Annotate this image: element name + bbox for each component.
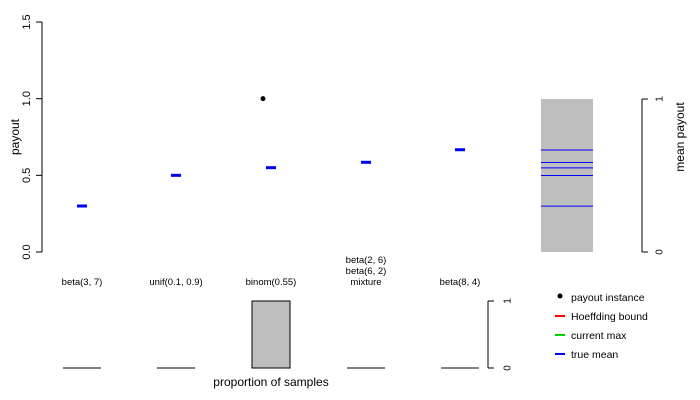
legend-symbol	[557, 293, 563, 299]
mean-axis-tick-label: 1	[655, 96, 666, 102]
y-tick-label: 0.5	[21, 168, 33, 183]
legend-label: Hoeffding bound	[571, 311, 648, 323]
y-axis-label: payout	[8, 118, 22, 155]
mean-payout-panel: 0 1 mean payout	[541, 96, 687, 255]
proportion-axis-tick-label: 1	[503, 298, 514, 304]
legend-label: true mean	[571, 349, 618, 361]
proportion-axis-tick-label: 0	[503, 365, 514, 371]
payout-instance-point	[260, 96, 266, 102]
category-label: beta(6, 2)	[346, 266, 387, 277]
mean-axis-label: mean payout	[673, 102, 687, 172]
proportion-bar	[251, 300, 291, 369]
legend-label: current max	[571, 330, 627, 342]
category-label: beta(8, 4)	[440, 277, 481, 288]
category-label: beta(2, 6)	[346, 255, 387, 266]
mean-axis-tick-label: 0	[655, 249, 666, 255]
proportion-plot: 0 1 proportion of samples	[63, 298, 514, 389]
category-label: mixture	[350, 277, 381, 288]
y-tick-label: 0.0	[21, 244, 33, 259]
category-label: binom(0.55)	[246, 277, 297, 288]
legend-label: payout instance	[571, 292, 645, 304]
y-tick-label: 1.5	[21, 14, 33, 29]
category-label: beta(3, 7)	[62, 277, 103, 288]
category-label: unif(0.1, 0.9)	[149, 277, 202, 288]
x-axis-label: proportion of samples	[213, 375, 328, 389]
payout-plot: 0.0 0.5 1.0 1.5 payout beta(3, 7) unif(0.1, 0.…	[8, 14, 480, 288]
legend: payout instance Hoeffding bound current ma…	[555, 292, 648, 361]
y-tick-label: 1.0	[21, 91, 33, 106]
